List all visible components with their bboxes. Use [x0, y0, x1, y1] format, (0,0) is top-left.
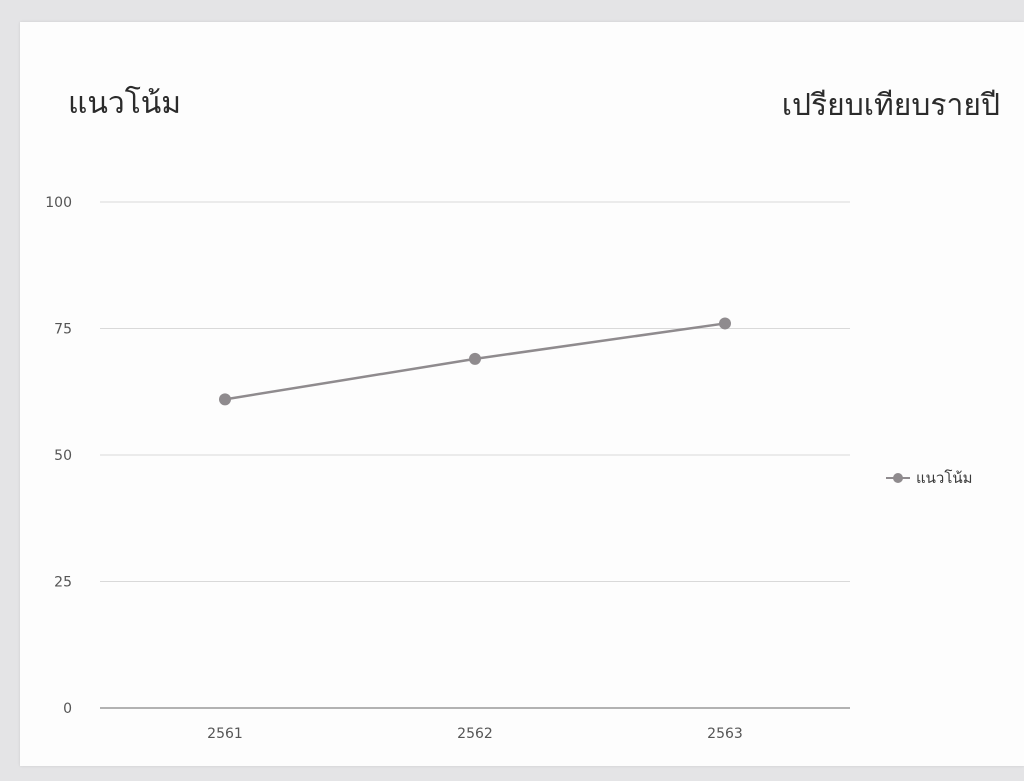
data-point	[469, 352, 481, 365]
y-tick-label: 100	[45, 195, 72, 211]
legend: แนวโน้ม	[886, 466, 973, 490]
y-tick-label: 75	[54, 322, 72, 338]
line-chart: 0 25 50 75 100 2561 2562 2563	[45, 195, 850, 742]
legend-label: แนวโน้ม	[916, 469, 973, 487]
y-axis-labels: 0 25 50 75 100	[45, 195, 72, 717]
y-tick-label: 50	[54, 448, 72, 464]
x-tick-label: 2563	[707, 726, 743, 742]
y-tick-label: 0	[63, 701, 72, 717]
chart-title: แนวโน้ม	[68, 86, 182, 121]
x-axis-labels: 2561 2562 2563	[207, 726, 743, 742]
grid-lines	[100, 201, 850, 709]
data-point	[719, 317, 731, 330]
series-group	[219, 317, 731, 406]
chart-card: แนวโน้ม เปรียบเทียบรายปี 0 25 50 75 100 2561…	[20, 22, 1024, 766]
x-tick-label: 2561	[207, 726, 243, 742]
legend-marker-icon	[886, 472, 910, 484]
chart-subtitle: เปรียบเทียบรายปี	[781, 88, 1000, 123]
x-tick-label: 2562	[457, 726, 493, 742]
y-tick-label: 25	[54, 575, 72, 591]
data-point	[219, 393, 231, 406]
